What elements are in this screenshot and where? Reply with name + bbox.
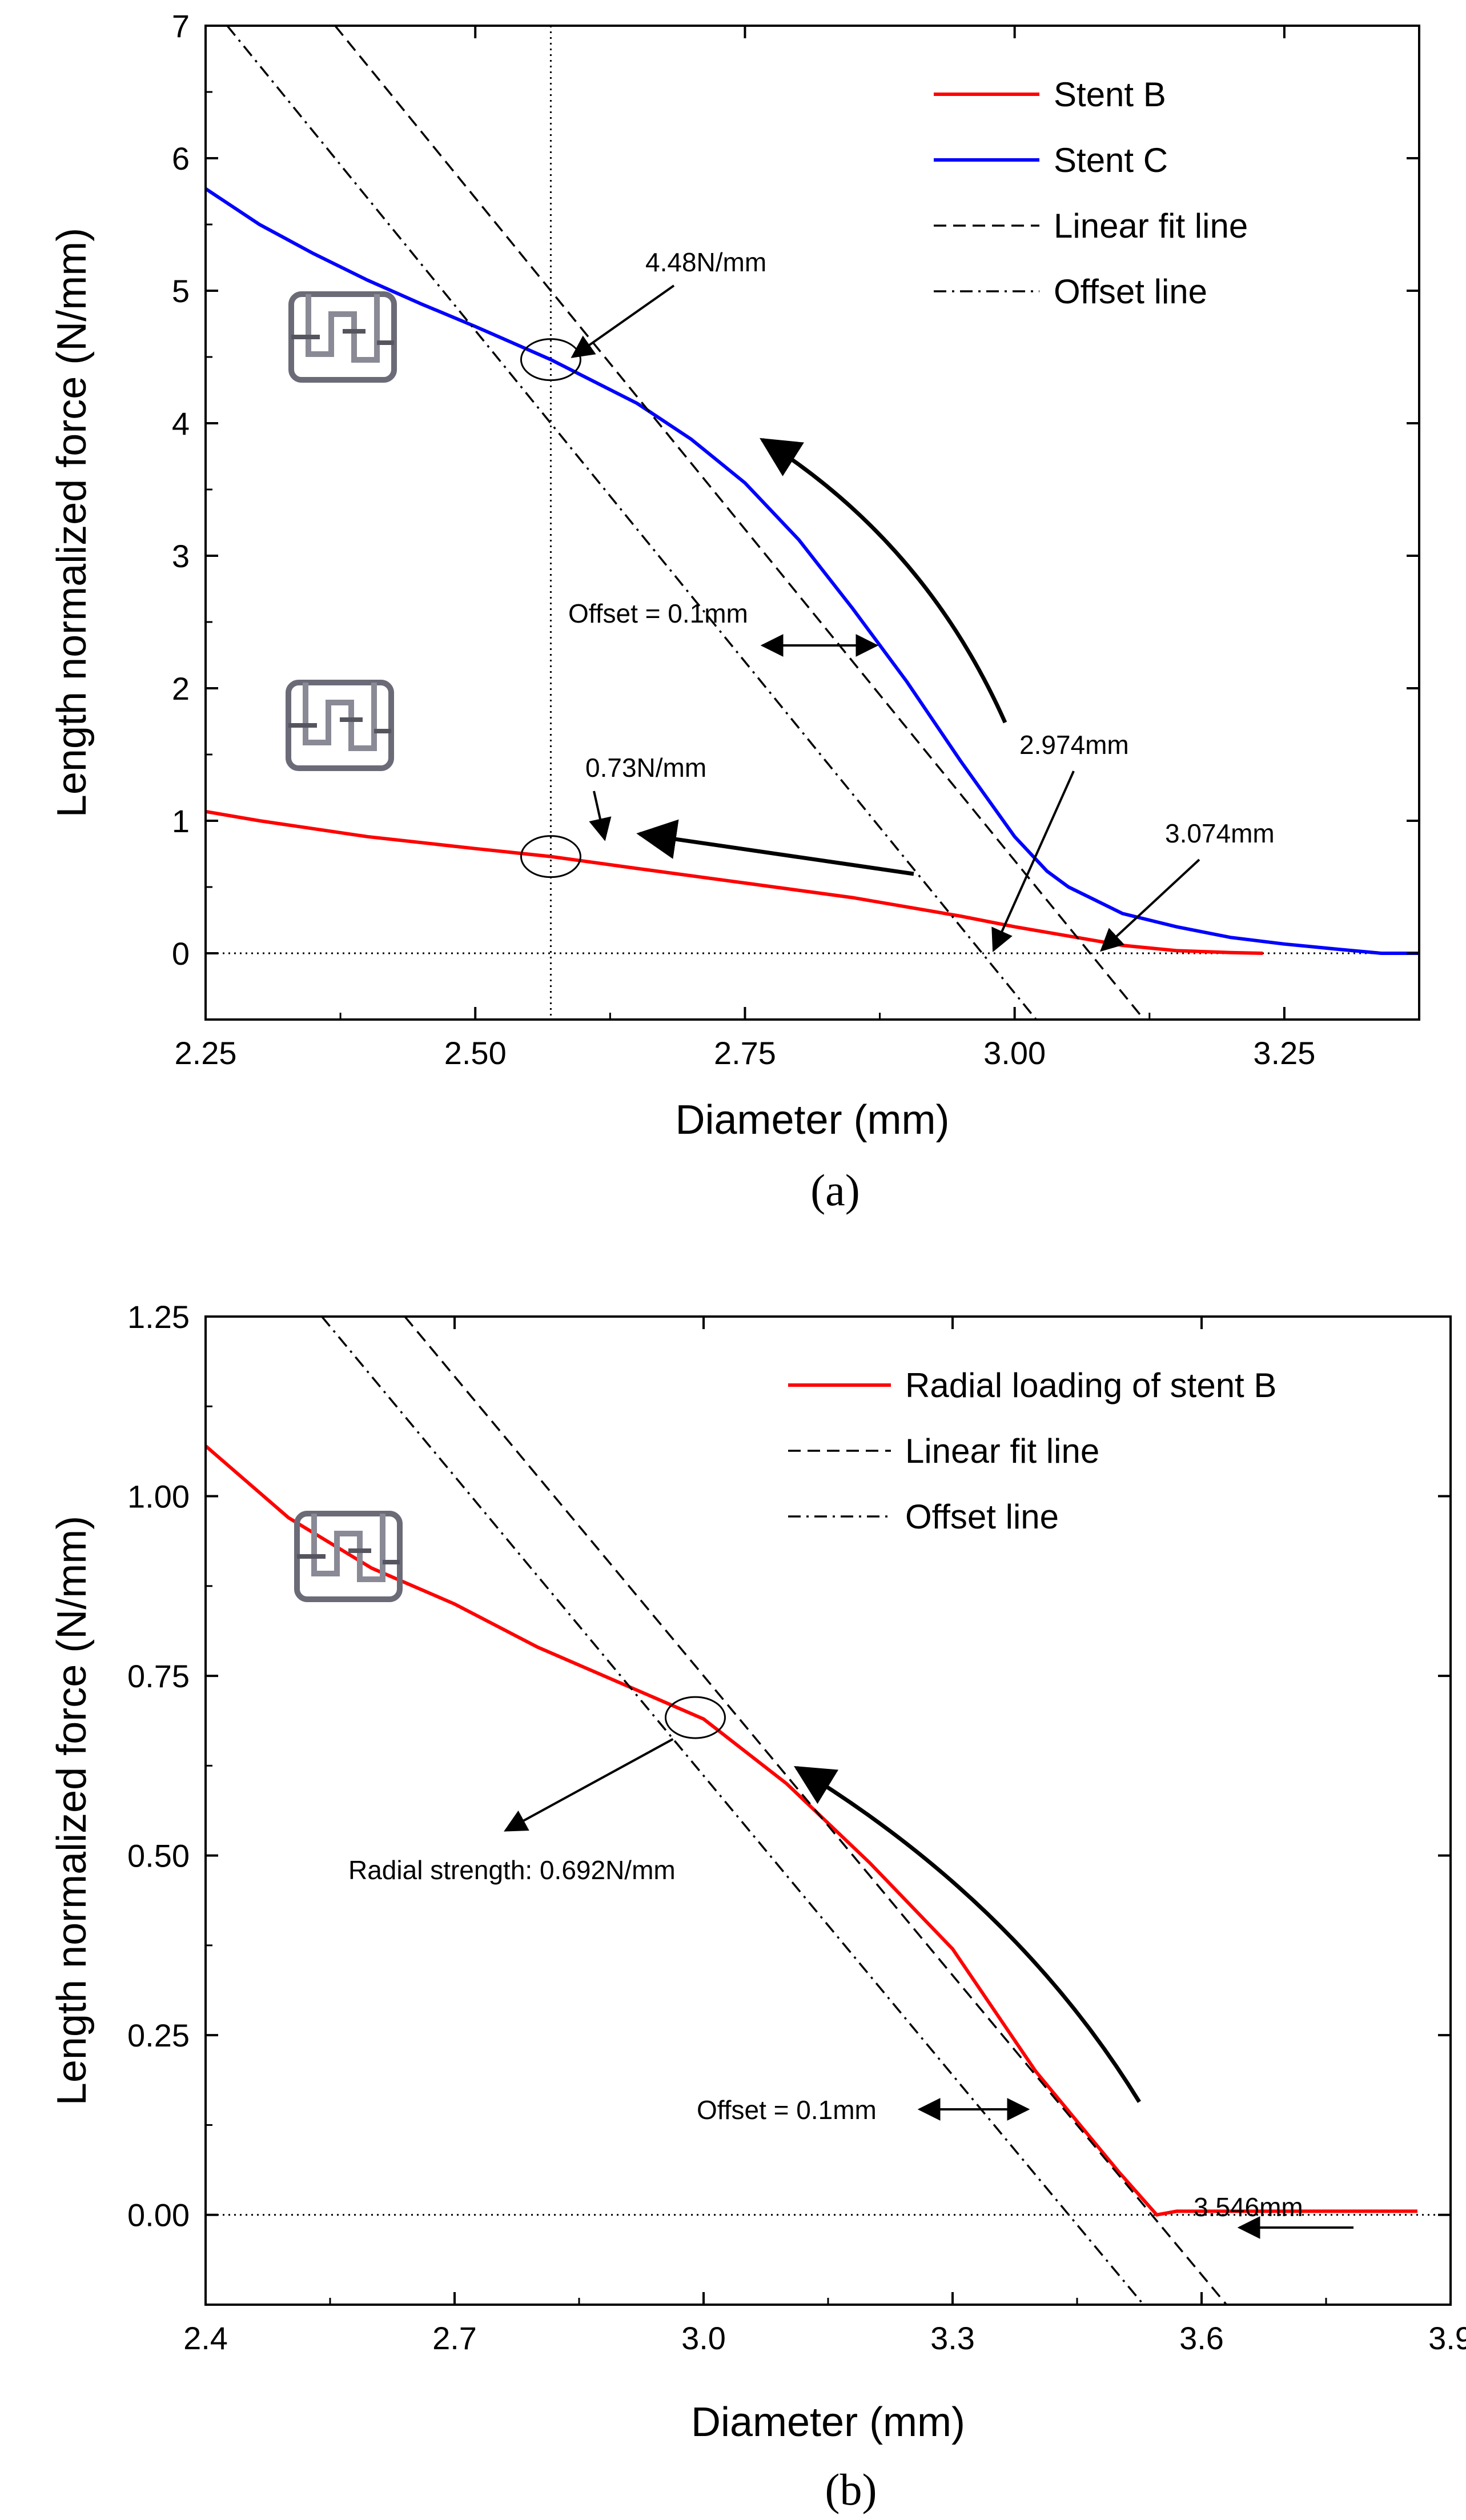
measurement-circle	[520, 835, 581, 878]
legend-entry: Linear fit line	[1054, 207, 1248, 245]
radial-loading-of-stent-b-series	[206, 1444, 1417, 2217]
x-tick-label: 3.0	[681, 2320, 726, 2356]
y-tick-label: 6	[172, 141, 190, 176]
y-tick-label: 0.00	[127, 2197, 190, 2233]
y-tick-label: 2	[172, 671, 190, 707]
plot-frame	[204, 1315, 1452, 2306]
stent-icon	[286, 680, 394, 771]
y-axis-title: Length normalized force (N/mm)	[49, 1516, 95, 2105]
y-tick-label: 0.75	[127, 1658, 190, 1694]
loading-direction-arrow	[794, 1765, 1141, 2103]
x-tick-label: 2.75	[714, 1035, 776, 1071]
legend-entry: Offset line	[905, 1498, 1059, 1536]
x-tick-label: 2.25	[175, 1035, 237, 1071]
offset-line-series	[226, 26, 1037, 1020]
y-tick-label: 1	[172, 803, 190, 839]
linear-fit-line-series	[334, 26, 1145, 1020]
arrow-radial-strength	[504, 1737, 674, 1832]
stent-strut	[306, 294, 380, 363]
measurement-circle	[664, 1696, 726, 1739]
stent-link	[288, 717, 391, 733]
annotation-intercept-fit: 3.074mm	[1165, 818, 1275, 848]
panel-label: (b)	[825, 2465, 877, 2514]
y-tick-label: 0.25	[127, 2017, 190, 2053]
x-tick-label: 3.00	[983, 1035, 1046, 1071]
annotation-intercept: 3.546mm	[1194, 2192, 1303, 2222]
y-tick-label: 5	[172, 273, 190, 309]
y-tick-label: 0.50	[127, 1838, 190, 1874]
panel-b: 2.4 2.7 3.0 3.3 3.6 3.9 0.00 0.25 0.50 0.75 1.00 1.…	[49, 1299, 1466, 2514]
arrow-intercept-fit	[1099, 858, 1200, 952]
x-tick-label: 3.25	[1253, 1035, 1315, 1071]
stent-link	[291, 329, 394, 345]
stent-icon	[294, 1511, 403, 1602]
annotation-stent-c-strength: 4.48N/mm	[645, 247, 766, 277]
x-axis-title: Diameter (mm)	[676, 1097, 950, 1143]
loading-direction-arrow-c	[760, 438, 1007, 724]
annotation-stent-b-strength: 0.73N/mm	[585, 753, 706, 783]
stent-strut	[303, 683, 377, 751]
annotation-offset: Offset = 0.1mm	[697, 2095, 877, 2125]
panel-label: (a)	[810, 1165, 860, 1215]
legend-entry: Linear fit line	[905, 1432, 1099, 1470]
measurement-circle	[520, 338, 581, 382]
legend-entry: Offset line	[1054, 272, 1207, 311]
legend: Radial loading of stent B Linear fit line…	[788, 1366, 1276, 1536]
stent-c-series	[206, 187, 1419, 955]
panel-a: 2.25 2.50 2.75 3.00 3.25 0 1 2 3 4 5 6 7 Diameter (mm…	[49, 8, 1420, 1215]
y-tick-label: 7	[172, 8, 190, 44]
x-tick-label: 2.50	[444, 1035, 507, 1071]
legend: Stent B Stent C Linear fit line Offset line	[934, 75, 1248, 311]
stent-link	[297, 1548, 400, 1564]
x-tick-label: 3.9	[1428, 2320, 1466, 2356]
offset-line-series	[321, 1317, 1144, 2305]
legend-entry: Stent B	[1054, 75, 1166, 114]
x-tick-label: 2.4	[183, 2320, 228, 2356]
annotation-radial-strength: Radial strength: 0.692N/mm	[348, 1855, 676, 1885]
x-tick-label: 2.7	[432, 2320, 477, 2356]
x-tick-label: 3.6	[1179, 2320, 1224, 2356]
stent-icon	[288, 291, 397, 383]
annotation-intercept-offset: 2.974mm	[1019, 730, 1129, 760]
legend-entry: Stent C	[1054, 141, 1168, 179]
y-tick-label: 3	[172, 538, 190, 574]
x-axis-title: Diameter (mm)	[691, 2399, 965, 2445]
y-tick-label: 0	[172, 936, 190, 972]
y-tick-label: 1.25	[127, 1299, 190, 1335]
plot-frame	[204, 25, 1420, 1021]
plot-area	[206, 26, 1419, 1020]
arrow-intercept-offset	[991, 771, 1075, 953]
loading-direction-arrow-b	[636, 819, 914, 876]
stent-b-series	[206, 809, 1263, 955]
linear-fit-line-series	[404, 1317, 1227, 2305]
arrow-stent-c-strength	[571, 284, 675, 358]
arrow-stent-b-strength	[589, 790, 612, 841]
plot-area	[206, 1317, 1417, 2305]
x-tick-label: 3.3	[930, 2320, 975, 2356]
stent-strut	[311, 1514, 385, 1582]
y-tick-label: 1.00	[127, 1479, 190, 1515]
annotation-offset: Offset = 0.1mm	[568, 599, 748, 628]
legend-entry: Radial loading of stent B	[905, 1366, 1276, 1405]
y-tick-label: 4	[172, 406, 190, 442]
y-axis-title: Length normalized force (N/mm)	[49, 228, 95, 817]
